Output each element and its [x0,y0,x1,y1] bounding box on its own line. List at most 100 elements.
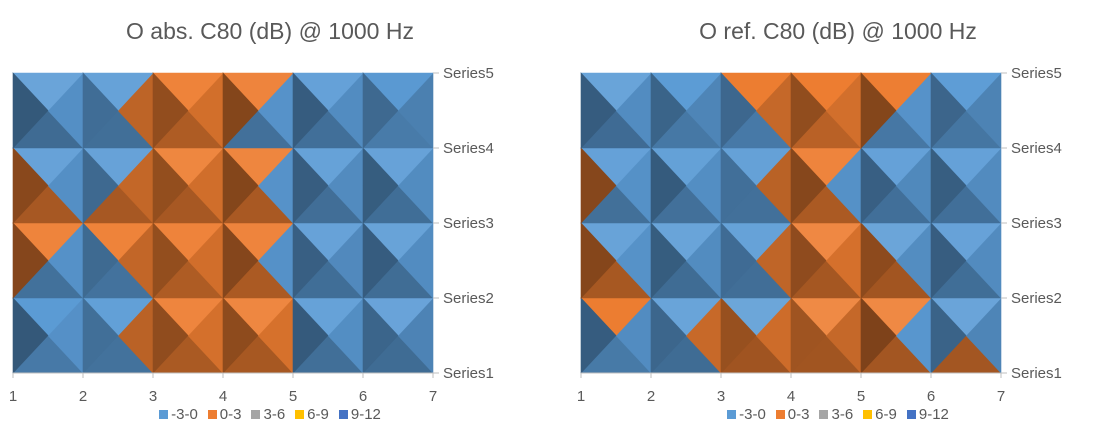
x-tick-label: 4 [787,388,795,405]
surface-facet [292,297,329,374]
surface-facet [580,222,617,299]
x-tick-label: 2 [79,388,87,405]
chart-title: O ref. C80 (dB) @ 1000 Hz [699,18,977,44]
series-tick-label: Series5 [1011,65,1062,82]
series-tick-label: Series1 [1011,365,1062,382]
surface-facet [650,297,687,374]
series-tick-label: Series4 [1011,140,1062,157]
surface-facet [222,147,259,224]
surface-facet [790,297,827,374]
legend-swatch [295,410,305,419]
legend-item: 9-12 [906,406,949,423]
legend-item: 3-6 [251,407,285,422]
legend-swatch [727,410,737,419]
series-tick-label: Series3 [443,215,494,232]
surface-facet [860,297,897,374]
legend-swatch [251,410,261,419]
surface-facet [152,72,189,149]
legend-label: 9-12 [350,406,381,423]
surface-facet [930,222,967,299]
chart-plot: 1 2 3 4 5 6 7 Series1 Series2 Series3 Series4 Serie… [9,65,494,405]
series-tick-label: Series4 [443,140,494,157]
legend-label: 3-6 [831,406,854,423]
surface-facet [650,147,687,224]
x-tick-label: 1 [9,388,17,405]
x-tick-label: 2 [647,388,655,405]
chart-title: O abs. C80 (dB) @ 1000 Hz [126,18,414,44]
surface-facet [222,222,259,299]
surface-facet [720,222,757,299]
legend-item: -3-0 [159,407,198,422]
surface-facet [580,72,617,149]
surface-facet [930,72,967,149]
surface-facet [292,222,329,299]
surface-facet [650,222,687,299]
legend-label: -3-0 [739,406,766,423]
surface-facet [12,222,49,299]
x-tick-label: 4 [219,388,227,405]
series-tick-label: Series3 [1011,215,1062,232]
legend-item: 0-3 [775,406,810,423]
legend-swatch [863,410,873,419]
surface-facet [362,147,399,224]
legend-item: 6-9 [295,407,329,422]
x-tick-label: 6 [359,388,367,405]
surface-facet [82,147,119,224]
surface-facet [12,297,49,374]
surface-facet [12,72,49,149]
surface-facet [580,297,617,374]
legend-swatch [207,410,217,419]
surface-facet [152,222,189,299]
legend-label: 6-9 [875,406,897,423]
series-tick-label: Series2 [1011,290,1062,307]
surface-facet [790,72,827,149]
legend-swatch [338,410,348,419]
surface-facet [152,297,189,374]
surface-facet [720,147,757,224]
chart-legend: -3-0 0-3 3-6 6-9 9-12 [568,407,1108,422]
series-tick-label: Series5 [443,65,494,82]
chart-plot: 1 2 3 4 5 6 7 Series1 Series2 Series3 Series4 Serie… [577,65,1062,405]
legend-item: 3-6 [819,407,853,422]
legend-label: 3-6 [263,406,286,423]
series-tick-label: Series1 [443,365,494,382]
surface-facet [82,222,119,299]
legend-item: -3-0 [727,407,766,422]
surface-facet [720,72,757,149]
surface-facet [12,147,49,224]
legend-swatch [159,410,169,419]
legend-swatch [775,410,785,419]
legend-label: -3-0 [171,406,198,423]
legend-item: 6-9 [863,407,897,422]
surface-facet [790,222,827,299]
x-tick-label: 3 [717,388,725,405]
surface-facet [222,297,259,374]
surface-facet [362,72,399,149]
surface-facet [860,72,897,149]
legend-label: 0-3 [219,406,242,423]
x-tick-label: 6 [927,388,935,405]
chart-o-abs-c80: O abs. C80 (dB) @ 1000 Hz 1 2 3 4 5 6 7 Series1… [0,0,540,425]
surface-facet [790,147,827,224]
x-tick-label: 7 [997,388,1005,405]
surface-facet [930,297,967,374]
surface-facet [860,147,897,224]
x-tick-label: 7 [429,388,437,405]
legend-label: 0-3 [787,406,810,423]
surface-facet [82,297,119,374]
series-tick-label: Series2 [443,290,494,307]
legend-label: 9-12 [918,406,949,423]
legend-swatch [906,410,916,419]
legend-item: 9-12 [338,406,381,423]
x-tick-label: 5 [289,388,297,405]
legend-swatch [819,410,829,419]
legend-label: 6-9 [307,406,329,423]
surface-facet [860,222,897,299]
x-tick-label: 5 [857,388,865,405]
surface-facet [930,147,967,224]
chart-legend: -3-0 0-3 3-6 6-9 9-12 [0,407,540,422]
surface-facet [292,72,329,149]
x-tick-label: 3 [149,388,157,405]
surface-facet [222,72,259,149]
x-tick-label: 1 [577,388,585,405]
